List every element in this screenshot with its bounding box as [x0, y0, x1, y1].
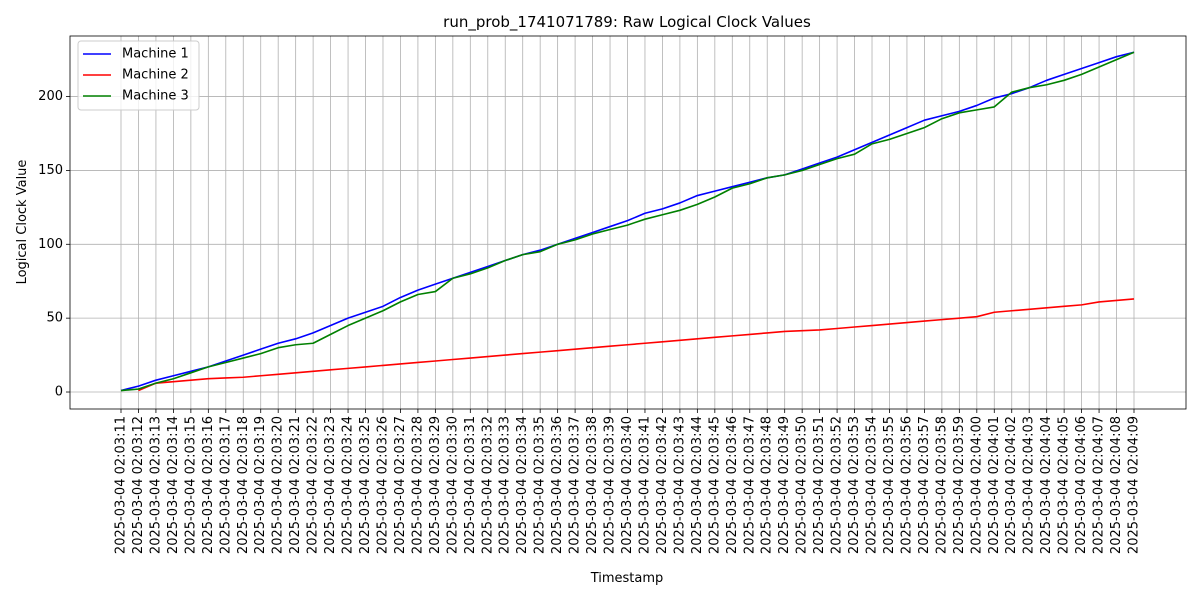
x-tick-label: 2025-03-04 02:03:28	[410, 416, 425, 554]
x-tick-label: 2025-03-04 02:03:17	[218, 416, 233, 554]
x-tick-label: 2025-03-04 02:03:34	[515, 416, 530, 554]
x-tick-label: 2025-03-04 02:03:42	[655, 416, 670, 554]
series-line-machine-2	[138, 298, 1135, 392]
x-tick-label: 2025-03-04 02:03:40	[620, 416, 635, 554]
x-tick-label: 2025-03-04 02:03:43	[672, 416, 687, 554]
x-tick-label: 2025-03-04 02:04:03	[1022, 416, 1037, 554]
x-tick-label: 2025-03-04 02:04:05	[1057, 416, 1072, 554]
x-axis-ticks: 2025-03-04 02:03:11 2025-03-04 02:03:12 20…	[114, 409, 1142, 554]
x-tick-label: 2025-03-04 02:03:13	[148, 416, 163, 554]
legend-label-machine-2: Machine 2	[122, 68, 189, 83]
y-axis-label: Logical Clock Value	[15, 160, 30, 285]
x-tick-label: 2025-03-04 02:03:30	[445, 416, 460, 554]
x-tick-label: 2025-03-04 02:03:44	[690, 416, 705, 554]
x-tick-label: 2025-03-04 02:03:21	[288, 416, 303, 554]
x-tick-label: 2025-03-04 02:03:25	[358, 416, 373, 554]
x-tick-label: 2025-03-04 02:04:06	[1074, 416, 1089, 554]
y-tick-label: 100	[38, 237, 63, 252]
legend-label-machine-1: Machine 1	[122, 47, 189, 62]
x-tick-label: 2025-03-04 02:03:36	[550, 416, 565, 554]
x-tick-label: 2025-03-04 02:03:15	[183, 416, 198, 554]
y-axis-ticks: 0 50 100 150 200	[38, 89, 70, 400]
x-tick-label: 2025-03-04 02:03:32	[480, 416, 495, 554]
x-tick-label: 2025-03-04 02:03:23	[323, 416, 338, 554]
x-tick-label: 2025-03-04 02:04:00	[969, 416, 984, 554]
x-tick-label: 2025-03-04 02:04:07	[1092, 416, 1107, 554]
y-tick-label: 200	[38, 89, 63, 104]
x-tick-label: 2025-03-04 02:03:52	[830, 416, 845, 554]
x-tick-label: 2025-03-04 02:03:51	[812, 416, 827, 554]
x-tick-label: 2025-03-04 02:03:14	[166, 416, 181, 554]
x-tick-label: 2025-03-04 02:03:11	[114, 416, 129, 554]
x-tick-label: 2025-03-04 02:03:58	[934, 416, 949, 554]
legend-box	[77, 40, 200, 111]
series-line-machine-3	[120, 51, 1135, 392]
x-tick-label: 2025-03-04 02:03:33	[498, 416, 513, 554]
x-tick-label: 2025-03-04 02:03:19	[253, 416, 268, 554]
series-lines	[120, 51, 1135, 392]
x-tick-label: 2025-03-04 02:03:59	[952, 416, 967, 554]
x-tick-label: 2025-03-04 02:03:18	[236, 416, 251, 554]
x-tick-label: 2025-03-04 02:03:39	[603, 416, 618, 554]
legend-label-machine-3: Machine 3	[122, 89, 189, 104]
x-tick-label: 2025-03-04 02:03:16	[201, 416, 216, 554]
x-tick-label: 2025-03-04 02:04:01	[987, 416, 1002, 554]
x-tick-label: 2025-03-04 02:03:31	[463, 416, 478, 554]
x-tick-label: 2025-03-04 02:03:49	[777, 416, 792, 554]
x-tick-label: 2025-03-04 02:03:27	[393, 416, 408, 554]
series-line-machine-1	[120, 51, 1135, 392]
y-tick-label: 0	[55, 385, 63, 400]
x-tick-label: 2025-03-04 02:03:12	[131, 416, 146, 554]
x-tick-label: 2025-03-04 02:03:57	[917, 416, 932, 554]
x-tick-label: 2025-03-04 02:03:22	[306, 416, 321, 554]
plot-frame	[69, 35, 1187, 410]
grid-lines	[70, 36, 1186, 409]
x-tick-label: 2025-03-04 02:03:47	[742, 416, 757, 554]
x-tick-label: 2025-03-04 02:03:56	[899, 416, 914, 554]
y-tick-label: 50	[46, 311, 63, 326]
x-tick-label: 2025-03-04 02:03:45	[707, 416, 722, 554]
x-tick-label: 2025-03-04 02:03:46	[725, 416, 740, 554]
legend: Machine 1 Machine 2 Machine 3	[77, 40, 200, 111]
x-tick-label: 2025-03-04 02:03:53	[847, 416, 862, 554]
x-tick-label: 2025-03-04 02:04:08	[1109, 416, 1124, 554]
x-tick-label: 2025-03-04 02:03:48	[760, 416, 775, 554]
y-tick-label: 150	[38, 163, 63, 178]
x-tick-label: 2025-03-04 02:03:20	[271, 416, 286, 554]
x-tick-label: 2025-03-04 02:03:26	[375, 416, 390, 554]
x-tick-label: 2025-03-04 02:03:54	[865, 416, 880, 554]
x-tick-label: 2025-03-04 02:04:09	[1127, 416, 1142, 554]
chart-title: run_prob_1741071789: Raw Logical Clock V…	[443, 13, 811, 32]
x-tick-label: 2025-03-04 02:03:37	[568, 416, 583, 554]
x-tick-label: 2025-03-04 02:03:29	[428, 416, 443, 554]
x-tick-label: 2025-03-04 02:03:24	[341, 416, 356, 554]
x-tick-label: 2025-03-04 02:03:41	[637, 416, 652, 554]
x-tick-label: 2025-03-04 02:03:50	[795, 416, 810, 554]
x-tick-label: 2025-03-04 02:03:35	[533, 416, 548, 554]
x-tick-label: 2025-03-04 02:03:38	[585, 416, 600, 554]
x-tick-label: 2025-03-04 02:04:04	[1039, 416, 1054, 554]
x-tick-label: 2025-03-04 02:04:02	[1004, 416, 1019, 554]
x-axis-label: Timestamp	[590, 571, 664, 586]
x-tick-label: 2025-03-04 02:03:55	[882, 416, 897, 554]
